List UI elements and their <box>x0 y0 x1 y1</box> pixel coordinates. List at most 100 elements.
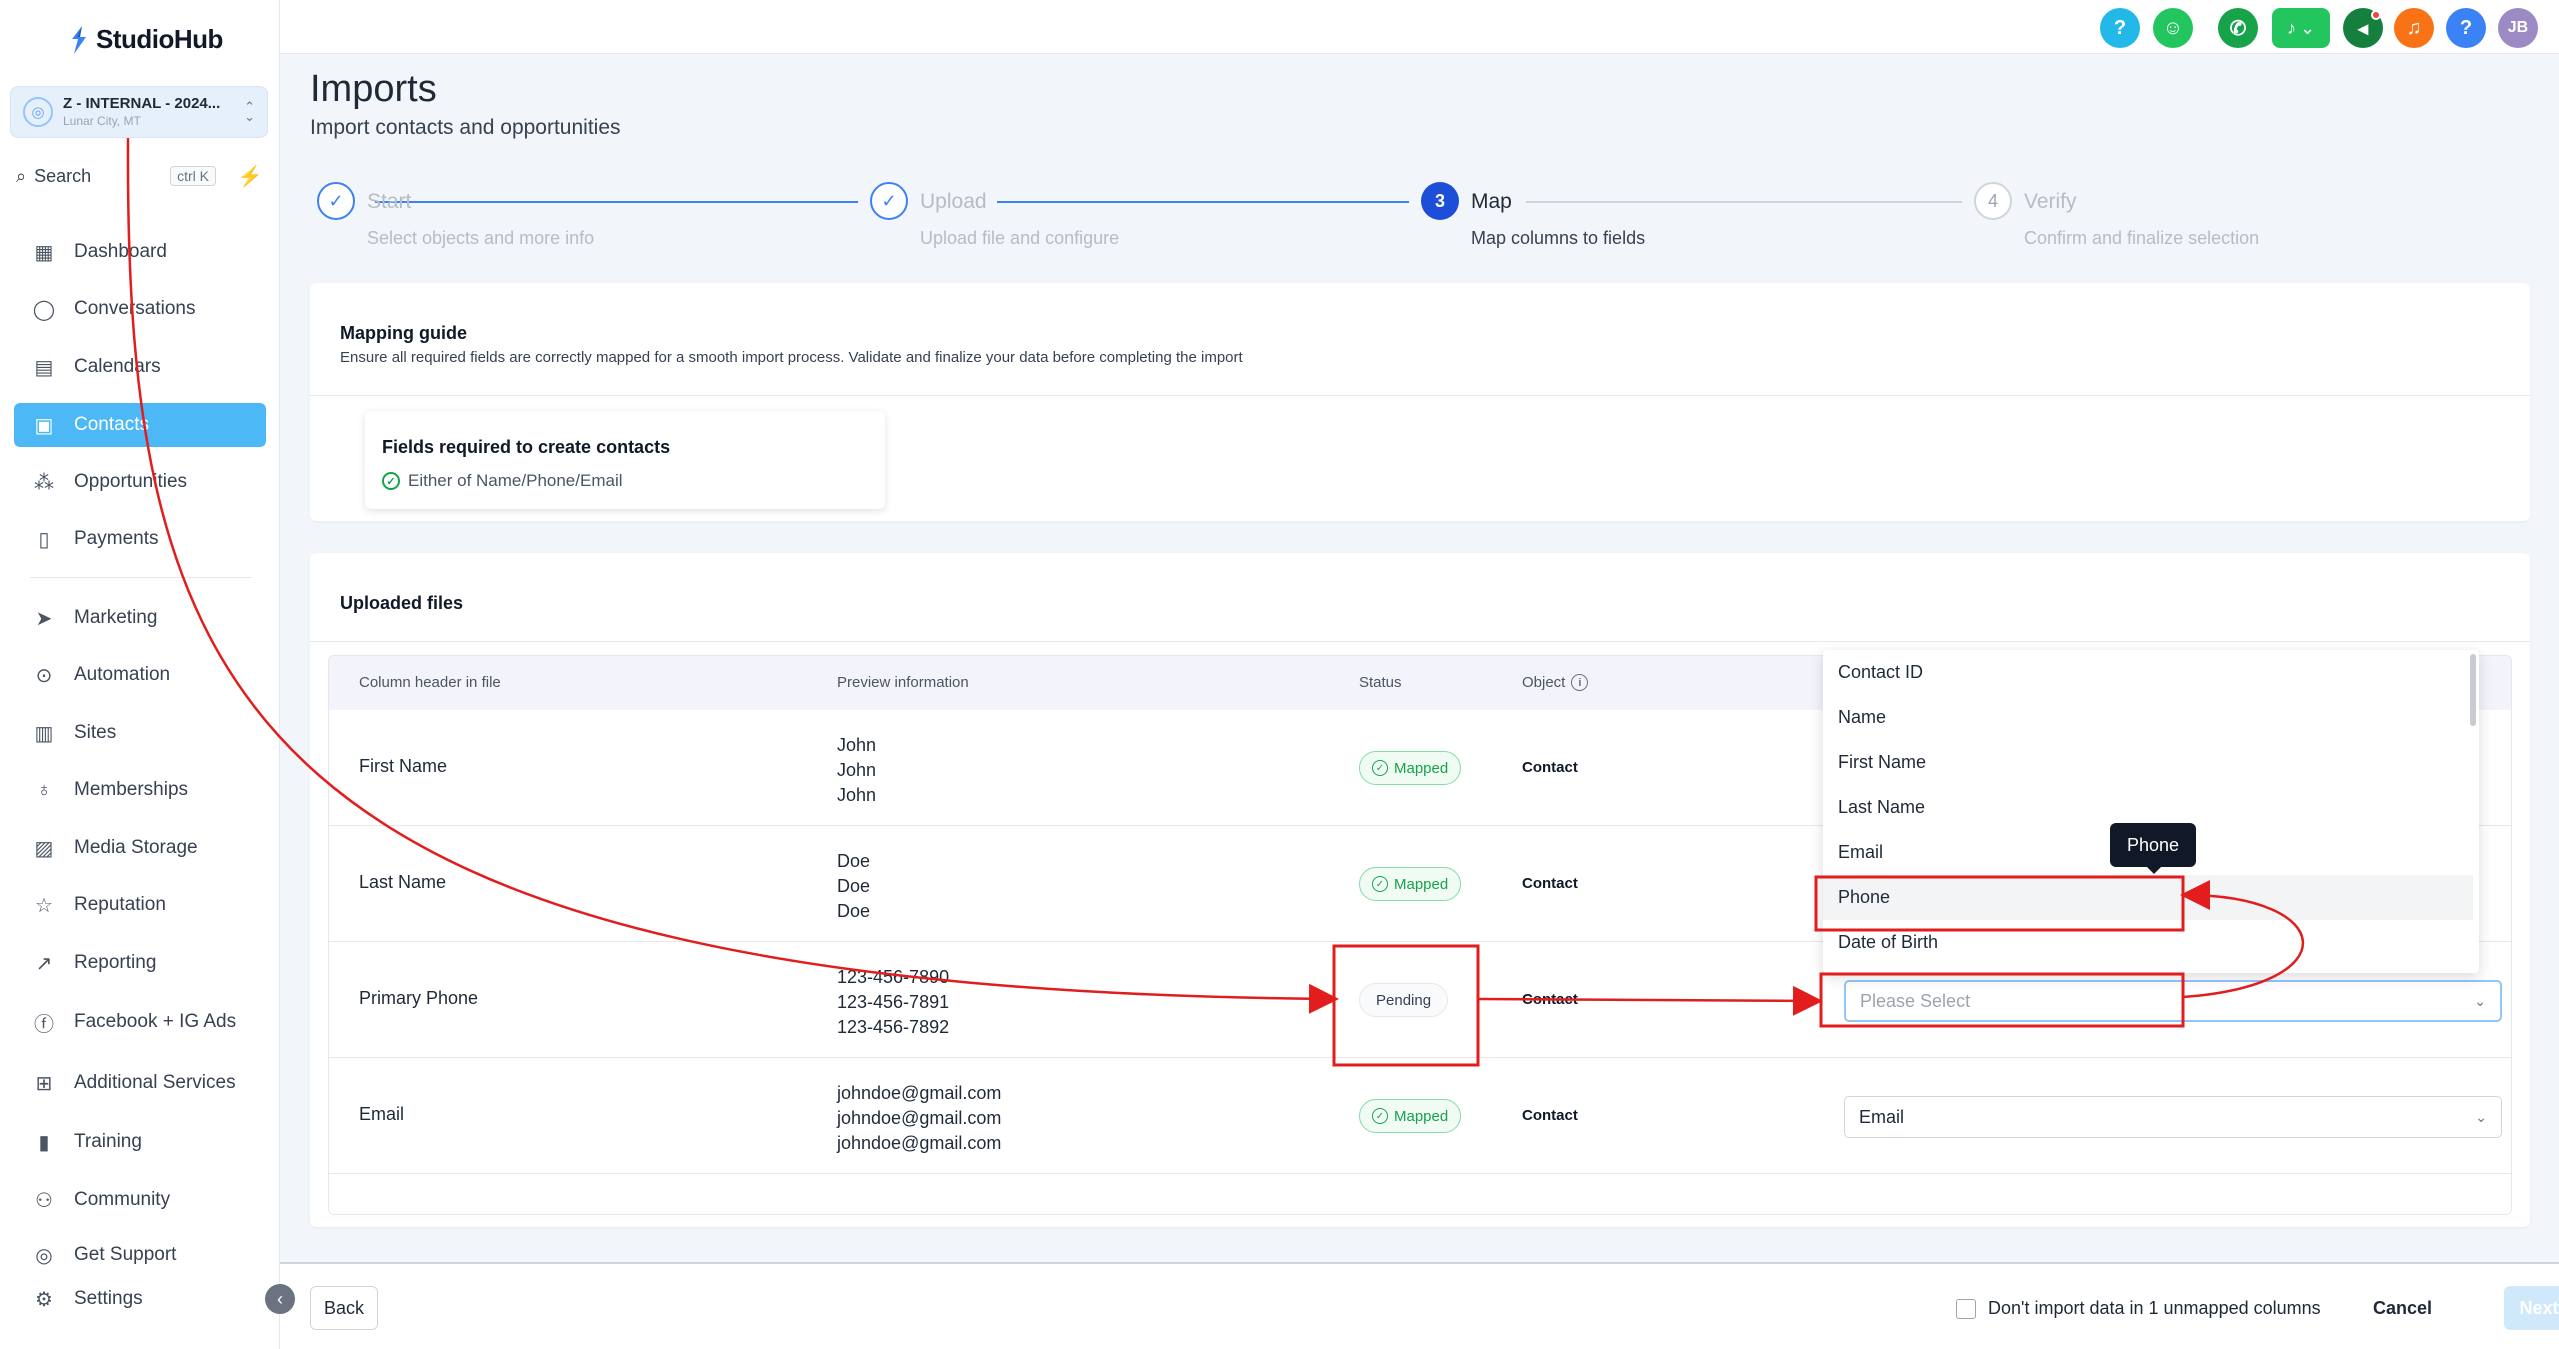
sidebar-item-reporting[interactable]: ↗ Reporting <box>14 941 266 985</box>
divider <box>310 641 2530 642</box>
sidebar-item-training[interactable]: ▮ Training <box>14 1120 266 1164</box>
object-label: Contact <box>1522 875 1578 892</box>
sidebar-item-community[interactable]: ⚇ Community <box>14 1178 266 1222</box>
preview-value: 123-456-7892 <box>837 1017 950 1037</box>
skip-unmapped-checkbox[interactable] <box>1956 1299 1976 1319</box>
check-circle-icon: ✓ <box>382 472 400 490</box>
alerts-button[interactable]: ♫ <box>2394 8 2434 48</box>
phone-button[interactable]: ✆ <box>2218 8 2258 48</box>
dropdown-option[interactable]: Last Name <box>1838 797 1926 817</box>
search-button[interactable]: ⌕ Search ctrl K <box>10 160 222 192</box>
dropdown-option[interactable]: Contact ID <box>1838 662 1924 682</box>
field-select[interactable]: Email ⌄ <box>1844 1096 2502 1138</box>
field-select-placeholder: Please Select <box>1860 990 1971 1011</box>
sidebar-item-additional-services[interactable]: ⊞ Additional Services <box>14 1061 266 1105</box>
account-name: Z - INTERNAL - 2024... <box>63 95 221 113</box>
tooltip-arrow <box>2146 866 2162 874</box>
object-label: Contact <box>1522 759 1578 776</box>
star-icon: ☆ <box>35 894 53 917</box>
sidebar-item-payments[interactable]: ▯ Payments <box>14 517 266 561</box>
trend-icon: ↗ <box>35 952 53 975</box>
cancel-button[interactable]: Cancel <box>2373 1298 2433 1318</box>
sidebar: StudioHub ◎ Z - INTERNAL - 2024... Lunar… <box>0 0 280 1349</box>
question-icon: ? <box>2113 16 2127 39</box>
next-button[interactable]: Next <box>2504 1286 2559 1330</box>
preview-value: Doe <box>837 901 871 921</box>
option-tooltip: Phone <box>2110 823 2197 867</box>
column-name: Primary Phone <box>359 988 479 1008</box>
unread-dot <box>2371 10 2381 20</box>
skip-unmapped-label[interactable]: Don't import data in 1 unmapped columns <box>1988 1298 2321 1318</box>
status-badge: Pending <box>1359 983 1449 1017</box>
info-icon[interactable]: i <box>1571 674 1589 691</box>
sidebar-item-conversations[interactable]: ◯ Conversations <box>14 287 266 331</box>
sidebar-item-marketing[interactable]: ➤ Marketing <box>14 596 266 640</box>
notifications-toggle[interactable]: ♪ ⌄ <box>2272 8 2330 48</box>
announcements-button[interactable]: ◂ <box>2343 8 2383 48</box>
app-logo[interactable]: StudioHub <box>68 24 223 55</box>
sidebar-item-label: Automation <box>74 664 171 685</box>
dropdown-option-hovered[interactable]: Phone <box>1823 875 2473 920</box>
bot-button[interactable]: ☺ <box>2153 8 2193 48</box>
mapping-guide-card: Mapping guide Ensure all required fields… <box>310 283 2530 521</box>
sidebar-item-label: Payments <box>74 528 159 549</box>
preview-value: 123-456-7890 <box>837 967 950 987</box>
search-label: Search <box>34 165 92 186</box>
back-button[interactable]: Back <box>310 1286 378 1330</box>
sidebar-item-automation[interactable]: ⊙ Automation <box>14 653 266 697</box>
sidebar-item-facebook-ads[interactable]: ⓕ Facebook + IG Ads <box>14 1000 266 1044</box>
sidebar-item-settings[interactable]: ⚙ Settings <box>14 1277 266 1321</box>
user-avatar[interactable]: JB <box>2498 8 2538 48</box>
sidebar-item-media-storage[interactable]: ▨ Media Storage <box>14 826 266 870</box>
robot-icon: ☺ <box>2162 16 2184 39</box>
dropdown-scrollbar[interactable] <box>2470 654 2476 726</box>
sidebar-item-dashboard[interactable]: ▦ Dashboard <box>14 230 266 274</box>
sidebar-item-sites[interactable]: ▥ Sites <box>14 711 266 755</box>
step-title: Map <box>1471 190 1512 213</box>
sidebar-item-opportunities[interactable]: ⁂ Opportunities <box>14 460 266 504</box>
sidebar-item-label: Contacts <box>74 414 149 435</box>
lifebuoy-icon: ◎ <box>35 1244 53 1267</box>
cart-icon: ⊞ <box>35 1072 53 1095</box>
collapse-sidebar-button[interactable]: ‹ <box>265 1284 295 1314</box>
sidebar-item-get-support[interactable]: ◎ Get Support <box>14 1235 266 1275</box>
step-description: Select objects and more info <box>367 228 595 248</box>
object-label: Contact <box>1522 1107 1578 1124</box>
sidebar-item-label: Calendars <box>74 356 161 377</box>
account-switcher[interactable]: ◎ Z - INTERNAL - 2024... Lunar City, MT … <box>10 86 268 138</box>
calendar-icon: ▤ <box>34 356 54 379</box>
field-options-dropdown: Contact ID Name First Name Last Name Ema… <box>1823 650 2479 973</box>
logo-icon <box>72 25 86 54</box>
preview-values: 123-456-7890 123-456-7891 123-456-7892 <box>837 965 949 1040</box>
location-icon: ◎ <box>23 97 53 127</box>
step-title: Start <box>367 190 412 213</box>
image-icon: ▨ <box>34 837 54 860</box>
sidebar-item-label: Community <box>74 1189 171 1210</box>
page-subtitle: Import contacts and opportunities <box>310 116 621 139</box>
sidebar-item-calendars[interactable]: ▤ Calendars <box>14 345 266 389</box>
sidebar-item-label: Marketing <box>74 607 158 628</box>
dashboard-icon: ▦ <box>34 241 54 264</box>
dropdown-option[interactable]: Email <box>1838 842 1884 862</box>
check-icon: ✓ <box>317 182 355 220</box>
sidebar-item-reputation[interactable]: ☆ Reputation <box>14 883 266 927</box>
sidebar-item-memberships[interactable]: ♁ Memberships <box>14 768 266 812</box>
column-header: Preview information <box>837 674 969 691</box>
chevron-down-icon: ⌄ <box>2299 17 2316 38</box>
sidebar-item-contacts[interactable]: ▣ Contacts <box>14 403 266 447</box>
quick-actions-button[interactable]: ⚡ <box>234 160 266 192</box>
required-field-item: ✓ Either of Name/Phone/Email <box>382 471 623 491</box>
status-badge: ✓ Mapped <box>1359 751 1462 785</box>
check-icon: ✓ <box>870 182 908 220</box>
dropdown-option[interactable]: Name <box>1838 707 1887 727</box>
column-header: Column header in file <box>359 674 501 691</box>
dropdown-option[interactable]: Date of Birth <box>1838 932 1939 952</box>
dropdown-option[interactable]: First Name <box>1838 752 1927 772</box>
field-select[interactable]: Please Select ⌄ <box>1844 980 2502 1022</box>
help-button[interactable]: ? <box>2100 8 2140 48</box>
support-button[interactable]: ? <box>2446 8 2486 48</box>
award-icon: ♁ <box>36 778 52 801</box>
chevron-left-icon: ‹ <box>277 1288 283 1309</box>
preview-values: Doe Doe Doe <box>837 849 870 924</box>
gear-icon: ⚙ <box>35 1288 53 1311</box>
